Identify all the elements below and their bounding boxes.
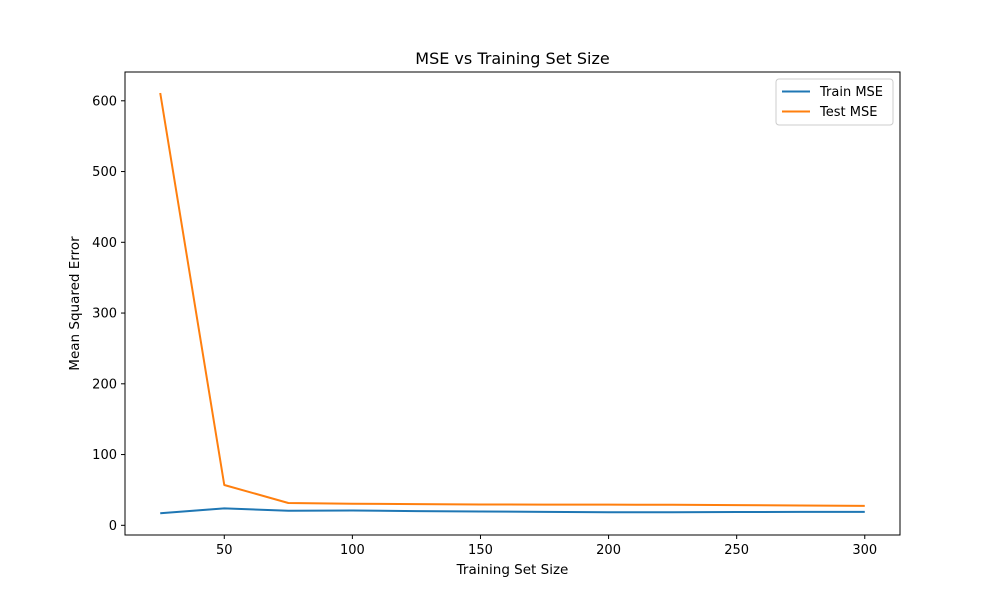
x-tick-label: 50 bbox=[216, 543, 233, 558]
y-tick-label: 300 bbox=[92, 307, 117, 322]
series-lines bbox=[159, 92, 865, 515]
x-tick-label: 150 bbox=[468, 543, 493, 558]
legend-label-test-mse: Test MSE bbox=[819, 105, 877, 120]
y-tick-label: 200 bbox=[92, 377, 117, 392]
plot-area: 50 100 150 200 250 300 0 100 200 300 400 500 600 bbox=[92, 71, 901, 558]
x-axis-title: Training Set Size bbox=[456, 562, 569, 578]
chart-title: MSE vs Training Set Size bbox=[415, 49, 609, 68]
x-axis-ticks: 50 100 150 200 250 300 bbox=[216, 535, 877, 558]
x-tick-label: 200 bbox=[596, 543, 621, 558]
x-tick-label: 250 bbox=[724, 543, 749, 558]
y-tick-label: 0 bbox=[109, 519, 117, 534]
series-line-test-mse bbox=[159, 92, 865, 507]
y-tick-label: 500 bbox=[92, 165, 117, 180]
y-tick-label: 100 bbox=[92, 448, 117, 463]
y-axis-title: Mean Squared Error bbox=[67, 236, 83, 371]
series-line-train-mse bbox=[160, 507, 865, 515]
legend-label-train-mse: Train MSE bbox=[819, 85, 883, 100]
legend: Train MSE Test MSE bbox=[775, 78, 894, 126]
y-tick-label: 600 bbox=[92, 94, 117, 109]
y-tick-label: 400 bbox=[92, 236, 117, 251]
x-tick-label: 100 bbox=[340, 543, 365, 558]
x-tick-label: 300 bbox=[852, 543, 877, 558]
plot-frame bbox=[124, 71, 901, 536]
y-axis-ticks: 0 100 200 300 400 500 600 bbox=[92, 94, 125, 534]
